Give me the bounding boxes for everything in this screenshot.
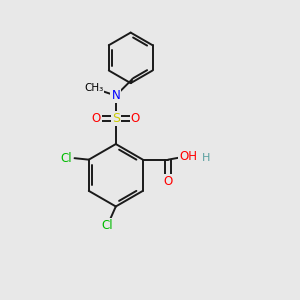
Text: S: S	[112, 112, 120, 125]
Text: O: O	[92, 112, 101, 125]
Text: O: O	[130, 112, 140, 125]
Text: Cl: Cl	[101, 219, 113, 232]
Text: H: H	[202, 153, 210, 163]
Text: Cl: Cl	[61, 152, 72, 165]
Text: O: O	[164, 175, 173, 188]
Text: CH₃: CH₃	[84, 83, 103, 93]
Text: N: N	[111, 89, 120, 102]
Text: OH: OH	[179, 150, 197, 163]
